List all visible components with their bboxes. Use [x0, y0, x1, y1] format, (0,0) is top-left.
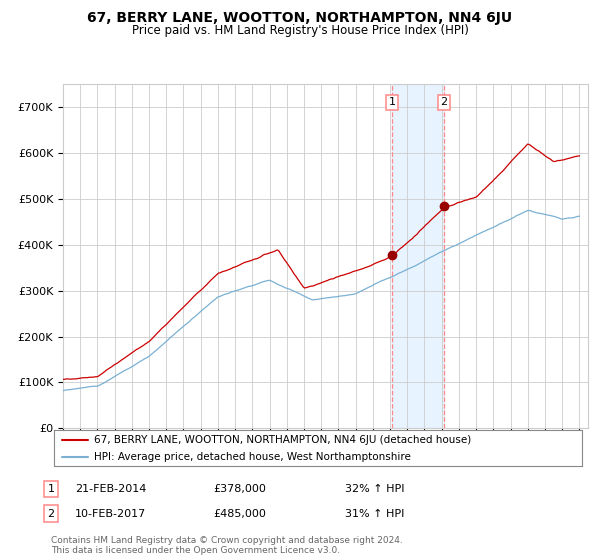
Text: 2: 2: [440, 97, 448, 108]
Text: 1: 1: [47, 484, 55, 494]
Text: £378,000: £378,000: [213, 484, 266, 494]
Text: Contains HM Land Registry data © Crown copyright and database right 2024.
This d: Contains HM Land Registry data © Crown c…: [51, 536, 403, 555]
Text: Price paid vs. HM Land Registry's House Price Index (HPI): Price paid vs. HM Land Registry's House …: [131, 24, 469, 36]
Text: HPI: Average price, detached house, West Northamptonshire: HPI: Average price, detached house, West…: [94, 452, 410, 462]
Text: 2: 2: [47, 508, 55, 519]
Text: 67, BERRY LANE, WOOTTON, NORTHAMPTON, NN4 6JU: 67, BERRY LANE, WOOTTON, NORTHAMPTON, NN…: [88, 11, 512, 25]
Text: 1: 1: [389, 97, 396, 108]
Text: £485,000: £485,000: [213, 508, 266, 519]
Text: 31% ↑ HPI: 31% ↑ HPI: [345, 508, 404, 519]
Text: 21-FEB-2014: 21-FEB-2014: [75, 484, 146, 494]
Text: 10-FEB-2017: 10-FEB-2017: [75, 508, 146, 519]
Text: 32% ↑ HPI: 32% ↑ HPI: [345, 484, 404, 494]
Bar: [392, 84, 444, 428]
Text: 67, BERRY LANE, WOOTTON, NORTHAMPTON, NN4 6JU (detached house): 67, BERRY LANE, WOOTTON, NORTHAMPTON, NN…: [94, 435, 471, 445]
